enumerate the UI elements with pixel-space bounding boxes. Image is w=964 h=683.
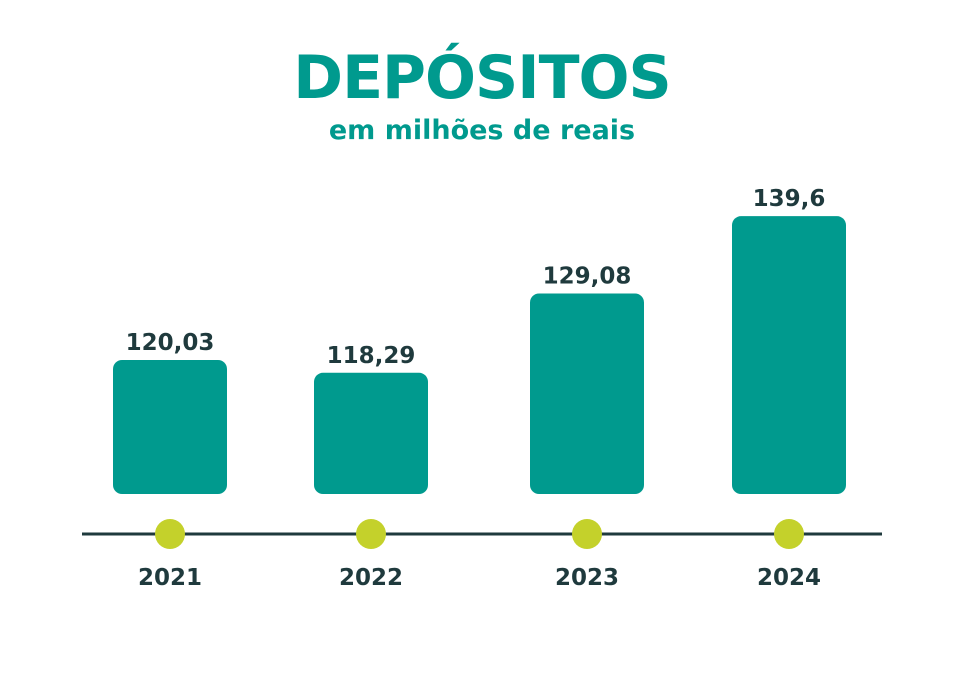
x-tick-label-2024: 2024 xyxy=(757,565,821,591)
bar-2022 xyxy=(314,372,428,494)
chart-title: DEPÓSITOS xyxy=(293,43,671,113)
data-label-2024: 139,6 xyxy=(753,186,826,212)
bar-2024 xyxy=(732,216,846,494)
x-tick-label-2022: 2022 xyxy=(339,565,403,591)
timeline-marker-2023 xyxy=(572,519,602,549)
timeline-marker-2024 xyxy=(774,519,804,549)
bar-2023 xyxy=(530,293,644,494)
timeline-marker-2021 xyxy=(155,519,185,549)
data-label-2021: 120,03 xyxy=(126,330,215,356)
data-label-2022: 118,29 xyxy=(327,343,416,369)
chart-subtitle: em milhões de reais xyxy=(328,115,636,146)
data-label-2023: 129,08 xyxy=(543,263,632,289)
x-tick-label-2023: 2023 xyxy=(555,565,619,591)
bar-2021 xyxy=(113,360,227,494)
x-tick-label-2021: 2021 xyxy=(138,565,202,591)
timeline-marker-2022 xyxy=(356,519,386,549)
chart-marks: 120,03 2021 118,29 2022 129,08 2023 139,6 2024 xyxy=(113,186,846,591)
